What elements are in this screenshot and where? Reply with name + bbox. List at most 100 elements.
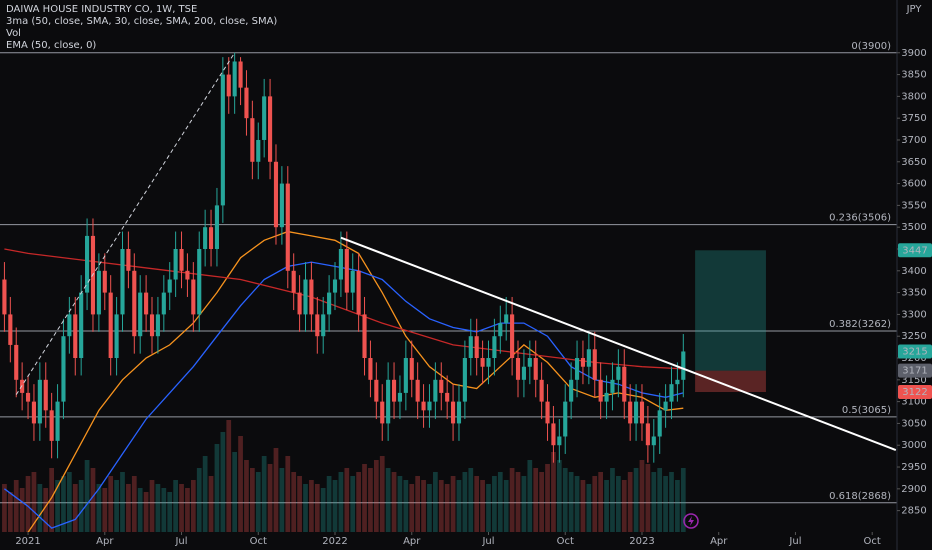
volume-bar: [126, 484, 131, 532]
price-badge-label: 3215: [902, 346, 927, 357]
candle-body: [403, 358, 408, 393]
volume-bar: [521, 476, 527, 532]
candle-body: [297, 292, 302, 315]
volume-bar: [586, 484, 592, 532]
fib-anchor-line: [15, 52, 236, 395]
volume-bar: [173, 480, 178, 532]
candle-body: [610, 379, 615, 393]
candle-body: [628, 401, 633, 424]
candle-body: [114, 314, 119, 359]
volume-bar: [67, 472, 72, 532]
volume-bar: [598, 472, 604, 532]
candle-body: [191, 279, 196, 315]
volume-bar: [651, 472, 657, 532]
candle-body: [462, 358, 467, 402]
replay-icon[interactable]: [683, 513, 699, 529]
price-badge: [898, 344, 932, 359]
volume-bar: [604, 480, 609, 532]
volume-bar: [562, 468, 568, 532]
volume-bar: [185, 488, 190, 532]
candle-body: [362, 314, 367, 359]
volume-bar: [627, 472, 633, 532]
volume-bar: [621, 480, 627, 532]
candle-body: [427, 401, 432, 411]
volume-bar: [155, 484, 161, 532]
candle-body: [279, 183, 284, 228]
y-tick-label: 3900: [901, 48, 926, 59]
volume-bar: [25, 476, 31, 532]
candle-body: [521, 366, 526, 380]
indicator-label: 3ma (50, close, SMA, 30, close, SMA, 200…: [6, 16, 277, 27]
y-tick-label: 3800: [901, 91, 926, 102]
candle-body: [622, 366, 627, 402]
y-tick-label: 2900: [901, 484, 926, 495]
volume-bar: [161, 488, 167, 532]
candle-body: [126, 248, 131, 271]
volume-bar: [456, 480, 462, 532]
volume-bar: [379, 456, 385, 532]
candle-body: [8, 314, 13, 345]
volume-bar: [279, 468, 285, 532]
y-tick-label: 3250: [901, 331, 926, 342]
price-badge: [898, 385, 932, 400]
candle-body: [25, 392, 31, 402]
candle-body: [616, 366, 621, 380]
candle-body: [356, 270, 361, 315]
y-tick-label: 3050: [901, 418, 926, 429]
candle-body: [120, 248, 125, 315]
volume-bar: [669, 472, 674, 532]
candle-body: [510, 314, 515, 359]
x-tick-label: 2022: [322, 536, 347, 547]
volume-bar: [261, 456, 267, 532]
candle-body: [545, 401, 550, 424]
y-tick-label: 2950: [901, 462, 926, 473]
candle-body: [167, 279, 172, 293]
candle-body: [185, 270, 190, 280]
volume-bar: [179, 484, 184, 532]
plot-area: [0, 52, 897, 532]
volume-bar: [7, 492, 13, 532]
y-tick-label: 3850: [901, 70, 926, 81]
candle-body: [539, 379, 544, 402]
volume-bar: [373, 460, 379, 532]
volume-bar: [645, 464, 651, 532]
candle-body: [67, 314, 72, 337]
volume-bar: [250, 468, 255, 532]
volume-bar: [492, 476, 497, 532]
indicator-label: EMA (50, close, 0): [6, 40, 96, 51]
volume-bar: [244, 460, 249, 532]
candle-body: [657, 410, 662, 437]
volume-bar: [167, 492, 173, 532]
x-tick-label: Jul: [174, 536, 187, 547]
candle-body: [604, 392, 609, 402]
candle-body: [651, 436, 656, 446]
candle-body: [533, 358, 538, 380]
volume-bar: [580, 480, 586, 532]
candle-body: [563, 401, 568, 437]
volume-bar: [350, 476, 356, 532]
candle-body: [634, 401, 639, 424]
volume-bar: [90, 468, 96, 532]
candle-body: [132, 270, 137, 337]
volume-bar: [368, 468, 373, 532]
volume-bar: [480, 480, 485, 532]
candle-body: [344, 248, 349, 293]
candle-body: [31, 401, 37, 424]
candle-body: [433, 379, 438, 402]
volume-bar: [84, 460, 90, 532]
candle-body: [338, 248, 343, 280]
volume-bar: [675, 480, 680, 532]
candle-body: [303, 279, 308, 315]
volume-bar: [255, 472, 261, 532]
candle-body: [315, 314, 320, 337]
candle-body: [144, 292, 149, 315]
candle-body: [332, 279, 338, 293]
candle-body: [155, 314, 160, 337]
x-tick-label: Apr: [96, 536, 114, 547]
volume-bar: [314, 484, 320, 532]
candle-body: [179, 248, 184, 271]
candle-body: [451, 401, 456, 424]
volume-bar: [220, 432, 226, 532]
volume-bar: [326, 476, 332, 532]
x-tick-label: Oct: [250, 536, 267, 547]
